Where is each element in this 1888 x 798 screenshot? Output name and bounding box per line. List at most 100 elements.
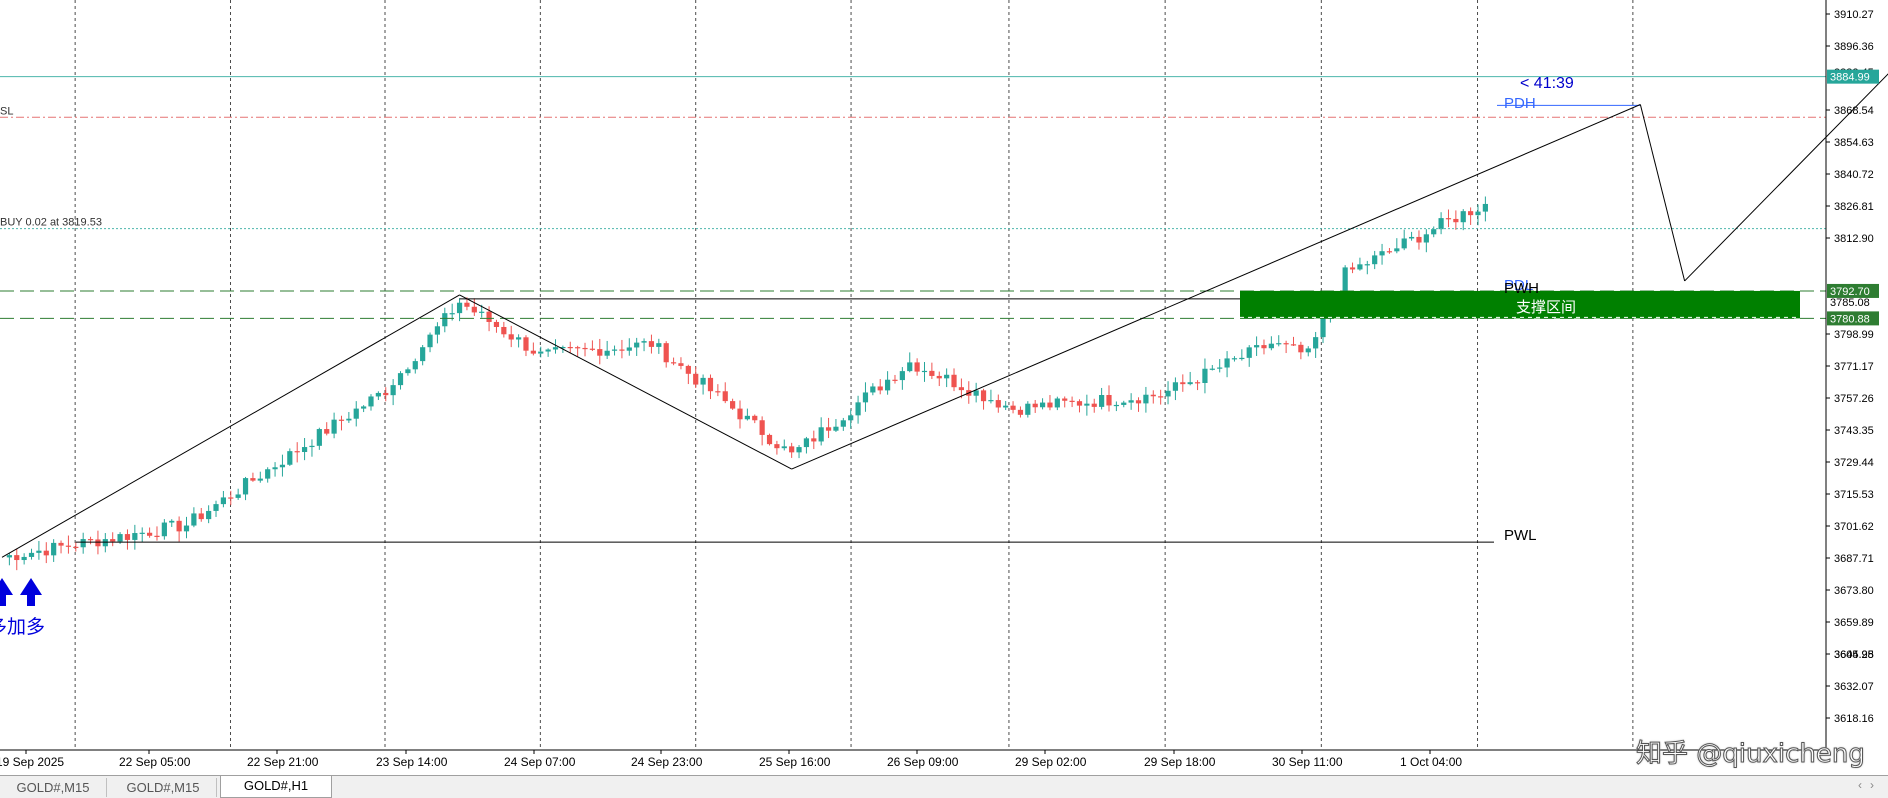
candle-body[interactable] [294, 451, 300, 453]
candle-body[interactable] [501, 326, 507, 335]
candle-body[interactable] [279, 464, 286, 468]
candle-body[interactable] [995, 400, 1001, 408]
candle-body[interactable] [648, 341, 655, 347]
candle-body[interactable] [1268, 343, 1274, 349]
candle-body[interactable] [744, 415, 750, 420]
candle-body[interactable] [818, 427, 824, 442]
candle-body[interactable] [198, 513, 204, 520]
candle-body[interactable] [493, 321, 500, 327]
tab-gold-m15-1[interactable]: GOLD#,M15 [0, 778, 107, 797]
candle-body[interactable] [191, 513, 197, 526]
candle-body[interactable] [110, 539, 116, 542]
candle-body[interactable] [597, 349, 603, 356]
candle-body[interactable] [154, 535, 160, 537]
candle-body[interactable] [988, 400, 994, 402]
candle-body[interactable] [21, 556, 27, 561]
candle-body[interactable] [840, 420, 846, 427]
trendline[interactable] [1684, 56, 1888, 282]
candle-body[interactable] [257, 478, 263, 481]
candle-body[interactable] [368, 396, 374, 407]
candle-body[interactable] [265, 469, 271, 479]
candle-body[interactable] [1408, 236, 1415, 239]
candle-body[interactable] [855, 402, 861, 416]
candle-body[interactable] [486, 311, 492, 322]
candle-body[interactable] [420, 347, 426, 362]
candle-body[interactable] [530, 350, 536, 354]
trendline[interactable] [1639, 104, 1686, 282]
buy-arrow-icon[interactable] [0, 578, 13, 606]
candle-body[interactable] [914, 362, 920, 372]
candle-body[interactable] [449, 313, 455, 315]
candle-body[interactable] [464, 302, 470, 307]
candle-body[interactable] [250, 478, 256, 481]
candle-body[interactable] [169, 520, 175, 523]
candle-body[interactable] [737, 408, 743, 420]
candle-body[interactable] [434, 326, 441, 335]
candle-body[interactable] [405, 369, 411, 374]
candle-body[interactable] [1416, 236, 1422, 243]
candle-body[interactable] [390, 385, 396, 396]
candle-body[interactable] [316, 429, 322, 446]
candle-body[interactable] [1254, 345, 1260, 348]
candle-body[interactable] [1438, 218, 1444, 230]
candle-body[interactable] [825, 427, 832, 431]
candle-body[interactable] [95, 539, 101, 547]
candle-body[interactable] [1003, 405, 1009, 408]
candle-body[interactable] [124, 534, 131, 540]
candle-body[interactable] [921, 370, 928, 373]
candle-body[interactable] [1475, 211, 1481, 216]
candle-body[interactable] [641, 341, 647, 343]
candle-body[interactable] [1372, 255, 1378, 265]
candle-body[interactable] [65, 545, 72, 547]
candle-body[interactable] [176, 520, 182, 532]
candle-body[interactable] [73, 546, 79, 549]
candle-body[interactable] [796, 447, 802, 453]
candle-body[interactable] [1460, 211, 1466, 223]
candle-body[interactable] [538, 351, 544, 354]
candle-body[interactable] [958, 387, 964, 391]
candle-body[interactable] [1349, 267, 1356, 270]
candle-body[interactable] [338, 419, 345, 421]
candle-body[interactable] [1209, 368, 1215, 370]
candle-body[interactable] [132, 533, 138, 540]
candle-body[interactable] [1025, 403, 1031, 415]
trendline[interactable] [459, 294, 792, 470]
trendline[interactable] [1, 294, 460, 558]
candle-body[interactable] [1217, 367, 1223, 369]
candle-body[interactable] [1158, 396, 1164, 398]
candle-body[interactable] [1298, 344, 1304, 353]
candle-body[interactable] [589, 348, 595, 350]
candle-body[interactable] [117, 534, 123, 542]
candle-body[interactable] [375, 392, 381, 397]
candle-body[interactable] [862, 392, 869, 403]
candle-body[interactable] [892, 379, 898, 381]
candle-body[interactable] [1113, 404, 1119, 407]
candle-body[interactable] [427, 334, 433, 348]
candle-body[interactable] [346, 418, 352, 421]
candle-body[interactable] [811, 438, 817, 442]
candle-body[interactable] [412, 361, 418, 370]
candle-body[interactable] [774, 444, 780, 449]
buy-arrow-icon[interactable] [20, 578, 42, 606]
candle-body[interactable] [309, 445, 315, 448]
candle-body[interactable] [1121, 402, 1127, 405]
candle-body[interactable] [242, 478, 249, 495]
candle-body[interactable] [147, 532, 153, 536]
candle-body[interactable] [1187, 382, 1193, 385]
candle-body[interactable] [1386, 251, 1393, 253]
candle-body[interactable] [1224, 358, 1230, 368]
candle-body[interactable] [1047, 402, 1053, 408]
candle-body[interactable] [1283, 343, 1289, 345]
candle-body[interactable] [730, 401, 736, 409]
candle-body[interactable] [1194, 382, 1201, 384]
candle-body[interactable] [479, 311, 485, 313]
candle-body[interactable] [1172, 382, 1179, 391]
candle-body[interactable] [1135, 400, 1142, 404]
candle-body[interactable] [1128, 400, 1134, 403]
candle-body[interactable] [508, 334, 514, 340]
tab-gold-m15-2[interactable]: GOLD#,M15 [110, 778, 217, 797]
candle-body[interactable] [1106, 395, 1112, 406]
candle-body[interactable] [1032, 403, 1038, 408]
candle-body[interactable] [80, 539, 86, 548]
